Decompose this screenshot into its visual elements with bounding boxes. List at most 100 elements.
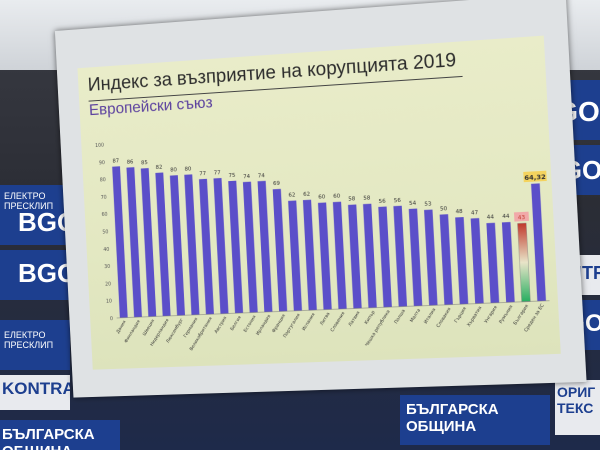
data-label: 60 [333, 194, 341, 201]
bar [439, 214, 453, 305]
bar [455, 217, 469, 305]
bar [169, 175, 185, 316]
backdrop-banner: БЪЛГАРСКА ОБЩИНА [0, 420, 120, 450]
bar [317, 202, 331, 310]
x-tick-label: Литва [319, 311, 332, 327]
banner-text: ЕЛЕКТРО ПРЕСКЛИП [4, 330, 54, 350]
average-label-box [523, 170, 547, 183]
x-tick-label: Естония [243, 314, 258, 334]
data-label: 80 [170, 167, 178, 173]
bar [393, 205, 408, 307]
y-tick-label: 10 [106, 299, 112, 305]
x-tick-label: Хърватия [466, 305, 484, 328]
backdrop-banner: ОРИГ ТЕКС [555, 380, 600, 435]
bar [501, 222, 515, 303]
data-label: 54 [409, 200, 417, 207]
x-tick-label: Кипър [363, 309, 376, 325]
bar [303, 199, 317, 311]
bar [184, 174, 200, 315]
bar [531, 183, 546, 302]
x-tick-label: Дания [115, 319, 128, 335]
y-tick-label: 80 [100, 177, 106, 183]
data-label: 77 [199, 171, 206, 177]
data-label: 64,32 [524, 173, 546, 183]
x-tick-label: Франция [271, 313, 287, 334]
bar [348, 204, 362, 309]
data-label: 80 [184, 166, 192, 172]
bar [378, 206, 392, 308]
x-tick-label: Румъния [498, 304, 515, 325]
data-label: 44 [487, 215, 495, 222]
x-tick-label: Малта [409, 307, 422, 323]
banner-text: БЪЛГАРСКА ОБЩИНА [406, 401, 499, 435]
bar [424, 209, 438, 306]
data-label: 82 [156, 165, 163, 171]
data-label: 62 [303, 192, 310, 198]
banner-logo: KONTRA [2, 379, 70, 398]
data-label: 58 [363, 196, 371, 203]
x-tick-label: Италия [423, 307, 438, 325]
banner-logo: BGO [18, 258, 70, 288]
y-tick-label: 60 [101, 212, 107, 218]
backdrop-banner: ЕЛЕКТРО ПРЕСКЛИП BGO [0, 185, 70, 245]
y-tick-label: 50 [102, 229, 108, 235]
data-label: 86 [127, 159, 134, 165]
data-label: 43 [518, 215, 526, 222]
x-tick-label: Словения [329, 310, 346, 333]
slide: Индекс за възприятие на корупцията 2019 … [77, 35, 561, 370]
data-label: 53 [424, 201, 431, 208]
bar [363, 203, 377, 308]
x-tick-label: Чешка република [364, 309, 392, 348]
x-tick-label: Полша [393, 308, 407, 325]
bar [242, 181, 258, 313]
banner-text: ОРИГ ТЕКС [557, 384, 596, 416]
data-label: 56 [394, 198, 402, 205]
data-label: 87 [112, 158, 119, 164]
banner-text: БЪЛГАРСКА ОБЩИНА [2, 426, 95, 450]
bar [126, 167, 142, 318]
data-label: 50 [440, 206, 448, 213]
bar [228, 180, 244, 314]
data-label: 77 [214, 170, 221, 176]
data-label: 44 [502, 214, 510, 221]
x-tick-label: Белгия [229, 314, 243, 331]
bar-chart: 010203040506070809010087Дания86Финландия… [95, 143, 560, 352]
bar [470, 218, 484, 304]
backdrop-banner: ЕЛЕКТРО ПРЕСКЛИП [0, 320, 70, 370]
x-tick-label: Унгария [483, 304, 499, 324]
data-label: 74 [243, 174, 251, 180]
y-tick-label: 90 [99, 160, 105, 166]
data-label: 48 [455, 209, 463, 216]
x-tick-label: Словакия [435, 306, 453, 329]
data-label: 47 [471, 210, 479, 217]
x-tick-label: Австрия [213, 315, 228, 335]
data-label: 85 [141, 160, 148, 166]
y-tick-label: 20 [105, 281, 111, 287]
bar [155, 172, 171, 317]
projection-screen: Индекс за възприятие на корупцията 2019 … [54, 0, 587, 398]
bar [518, 223, 531, 302]
bar [288, 200, 303, 312]
bar [112, 166, 128, 318]
data-label: 75 [228, 173, 235, 179]
data-label: 74 [258, 173, 266, 179]
y-tick-label: 40 [103, 247, 109, 253]
banner-logo: BGO [18, 207, 70, 237]
highlight-label-box [513, 211, 530, 222]
bar [213, 177, 229, 314]
bar [140, 168, 157, 317]
backdrop-banner: KONTRA [0, 375, 70, 410]
y-tick-label: 70 [101, 195, 107, 201]
banner-text: ЕЛЕКТРО ПРЕСКЛИП [4, 191, 54, 211]
bar [199, 178, 214, 315]
backdrop-banner: BGO [0, 250, 70, 300]
bar [272, 188, 288, 312]
x-tick-label: Швеция [142, 318, 157, 337]
x-tick-label: Ирландия [255, 313, 272, 336]
bar [332, 201, 347, 310]
y-tick-label: 100 [95, 143, 104, 149]
x-tick-label: Латвия [347, 310, 361, 328]
backdrop-banner: БЪЛГАРСКА ОБЩИНА [400, 395, 550, 445]
y-tick-label: 30 [104, 264, 110, 270]
data-label: 60 [318, 194, 326, 201]
